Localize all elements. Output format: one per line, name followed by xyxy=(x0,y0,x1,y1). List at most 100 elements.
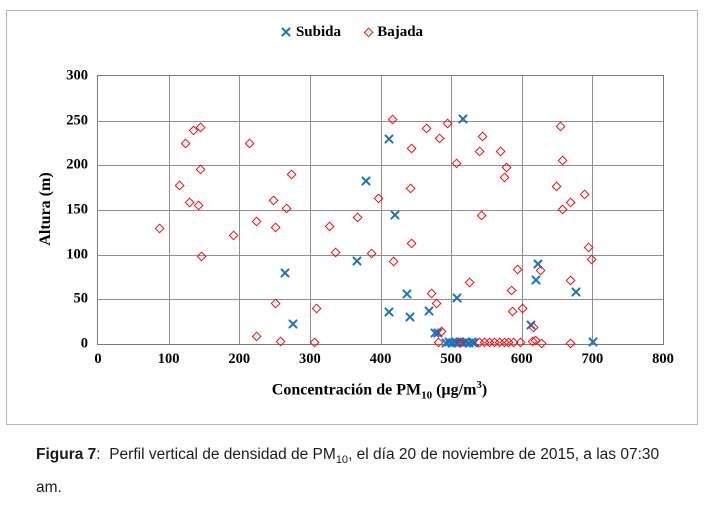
x-tick-label: 200 xyxy=(228,351,251,367)
x-axis-title-subscript: 10 xyxy=(421,389,433,402)
bajada-point xyxy=(586,254,597,265)
bajada-point xyxy=(228,230,239,241)
gridline-horizontal xyxy=(98,254,663,256)
subida-point xyxy=(458,114,468,124)
caption-label: Figura 7 xyxy=(36,446,97,463)
caption-subscript: 10 xyxy=(335,454,349,467)
subida-point xyxy=(588,337,598,347)
x-tick-label: 300 xyxy=(299,351,321,367)
plot-area xyxy=(97,75,664,349)
y-tick-label: 300 xyxy=(66,67,88,84)
bajada-point xyxy=(286,169,297,180)
legend-label-bajada: Bajada xyxy=(377,24,424,40)
bajada-point xyxy=(506,285,517,296)
legend-item-subida: Subida xyxy=(281,24,341,41)
bajada-point xyxy=(451,158,462,169)
bajada-point xyxy=(474,146,485,157)
x-axis-title-text: Concentración de PM xyxy=(271,381,422,399)
subida-point xyxy=(452,293,462,303)
legend-label-subida: Subida xyxy=(295,24,342,40)
bajada-point xyxy=(195,164,206,176)
caption-text-end: , el día 20 de noviembre de 2015, a las … xyxy=(36,446,664,497)
bajada-point xyxy=(406,238,417,249)
bajada-point xyxy=(196,251,207,262)
bajada-point xyxy=(426,288,437,299)
x-axis-title: Concentración de PM10 (µg/m3) xyxy=(97,379,662,402)
bajada-point xyxy=(366,248,377,260)
bajada-point xyxy=(251,216,262,227)
caption-colon: : xyxy=(96,446,110,463)
bajada-point xyxy=(507,306,518,317)
bajada-point xyxy=(434,133,445,144)
x-tick-label: 500 xyxy=(440,351,462,367)
bajada-point xyxy=(154,223,165,235)
bajada-point xyxy=(421,123,432,134)
bajada-point xyxy=(268,195,279,206)
bajada-point xyxy=(270,298,282,310)
subida-point xyxy=(384,307,394,317)
gridline-horizontal xyxy=(98,165,663,167)
bajada-point xyxy=(565,275,576,286)
bajada-point xyxy=(180,138,191,150)
subida-x-marker-icon xyxy=(281,27,291,37)
y-axis-ticks: 0 50 100 150 200 250 300 xyxy=(38,68,90,352)
bajada-point xyxy=(501,162,512,173)
gridline-horizontal xyxy=(98,210,663,211)
subida-point xyxy=(402,289,412,299)
x-tick-label: 400 xyxy=(369,351,392,367)
bajada-point xyxy=(517,303,528,314)
x-tick-label: 0 xyxy=(94,351,102,367)
bajada-point xyxy=(330,247,341,259)
bajada-point xyxy=(311,303,322,314)
bajada-point xyxy=(406,143,417,154)
bajada-point xyxy=(184,197,195,209)
bajada-point xyxy=(251,331,262,343)
bajada-point xyxy=(555,121,566,132)
bajada-point xyxy=(495,146,506,157)
bajada-point xyxy=(557,204,568,215)
bajada-point xyxy=(579,189,590,200)
bajada-point xyxy=(477,131,488,143)
x-tick-label: 700 xyxy=(581,351,604,367)
bajada-point xyxy=(388,256,399,267)
subida-point xyxy=(531,275,541,285)
bajada-point xyxy=(352,212,363,223)
gridline-horizontal xyxy=(98,120,663,122)
x-axis-title-superscript: 3 xyxy=(476,379,482,391)
subida-point xyxy=(390,210,400,220)
bajada-point xyxy=(270,222,281,233)
gridline-horizontal xyxy=(98,299,663,301)
x-tick-label: 100 xyxy=(157,351,180,367)
bajada-point xyxy=(551,181,562,193)
legend-item-bajada: Bajada xyxy=(363,24,424,41)
bajada-point xyxy=(499,172,510,184)
subida-point xyxy=(571,287,581,297)
bajada-point xyxy=(244,138,255,150)
subida-point xyxy=(288,319,298,329)
y-tick-label: 150 xyxy=(66,201,88,218)
y-tick-label: 250 xyxy=(66,112,88,129)
subida-point xyxy=(405,312,415,322)
x-axis-title-close: ) xyxy=(481,381,488,399)
subida-point xyxy=(352,256,362,266)
x-tick-label: 800 xyxy=(652,351,674,367)
bajada-point xyxy=(281,203,292,214)
subida-point xyxy=(424,306,434,316)
bajada-diamond-marker-icon xyxy=(363,27,374,38)
bajada-point xyxy=(476,210,487,221)
y-tick-label: 0 xyxy=(80,335,88,352)
bajada-point xyxy=(387,114,398,126)
bajada-point xyxy=(174,180,185,192)
subida-point xyxy=(361,176,371,186)
bajada-point xyxy=(405,183,416,194)
figure-caption: Figura 7: Perfil vertical de densidad de… xyxy=(36,441,672,502)
bajada-point xyxy=(565,197,576,208)
bajada-point xyxy=(464,277,475,288)
x-axis-title-units: (µg/m xyxy=(432,381,477,399)
y-tick-label: 50 xyxy=(73,290,89,307)
x-tick-label: 600 xyxy=(510,351,533,367)
x-axis-ticks: 0 100 200 300 400 500 600 700 800 xyxy=(94,351,674,371)
subida-point xyxy=(384,134,394,144)
y-tick-label: 200 xyxy=(66,156,88,173)
